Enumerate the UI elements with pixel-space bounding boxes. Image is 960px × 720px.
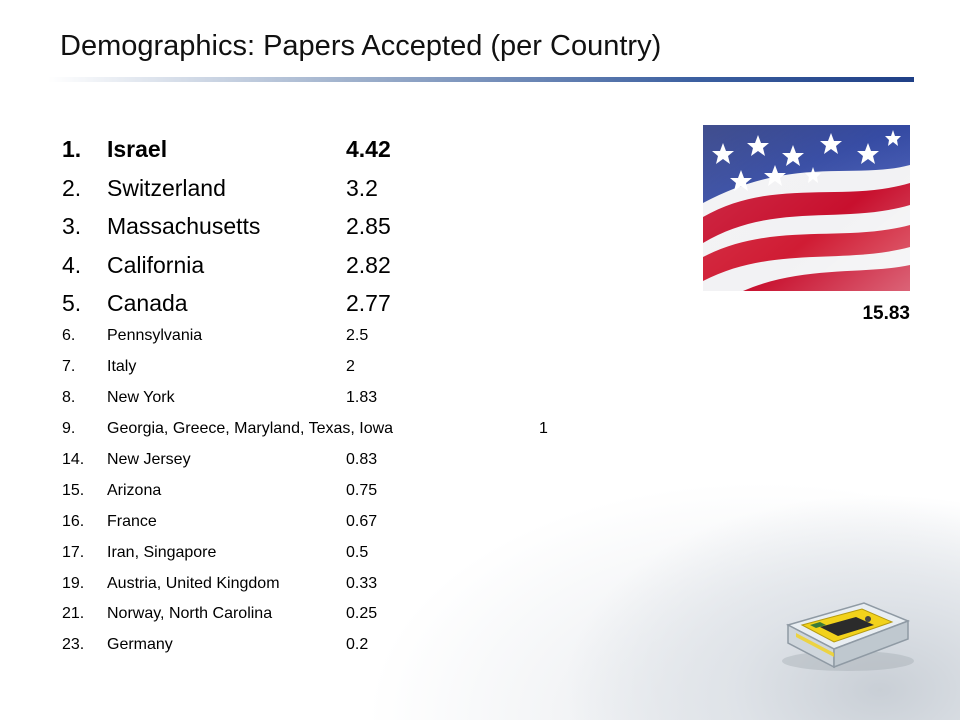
list-item-name: Iran, Singapore bbox=[107, 544, 217, 561]
list-item-number: 3. bbox=[62, 213, 82, 239]
list-item-name: France bbox=[107, 513, 157, 530]
list-item-number: 15. bbox=[62, 482, 85, 499]
list-item-value: 0.5 bbox=[346, 544, 369, 561]
list-item-name: Massachusetts bbox=[107, 213, 261, 239]
slide-title: Demographics: Papers Accepted (per Count… bbox=[60, 30, 662, 62]
list-item-value: 2.85 bbox=[346, 213, 391, 239]
list-item-number: 4. bbox=[62, 252, 82, 278]
list-item-number: 14. bbox=[62, 451, 85, 468]
list-item-number: 23. bbox=[62, 636, 85, 653]
list-item-value: 0.75 bbox=[346, 482, 378, 499]
list-item-number: 2. bbox=[62, 175, 82, 201]
list-item-value: 1.83 bbox=[346, 389, 378, 406]
list-item-name: Austria, United Kingdom bbox=[107, 575, 280, 592]
list-item-name: Canada bbox=[107, 290, 188, 316]
list-item-value: 4.42 bbox=[346, 136, 391, 162]
list-item-value: 0.2 bbox=[346, 636, 369, 653]
list-item-value: 0.67 bbox=[346, 513, 378, 530]
title-divider bbox=[48, 77, 914, 82]
list-item-value: 3.2 bbox=[346, 175, 378, 201]
list-item-value: 0.83 bbox=[346, 451, 378, 468]
list-item-name: Pennsylvania bbox=[107, 327, 203, 344]
us-flag-icon bbox=[703, 125, 910, 291]
list-item-name: Arizona bbox=[107, 482, 162, 499]
list-item-value: 0.33 bbox=[346, 575, 378, 592]
list-item-value: 0.25 bbox=[346, 605, 378, 622]
list-item-value: 2 bbox=[346, 358, 355, 375]
list-item-number: 9. bbox=[62, 420, 76, 437]
list-item-name: New Jersey bbox=[107, 451, 191, 468]
list-item-name: Israel bbox=[107, 136, 168, 162]
list-item-name: Germany bbox=[107, 636, 173, 653]
sensor-device-icon bbox=[776, 595, 916, 675]
list-item-number: 16. bbox=[62, 513, 85, 530]
list-item-value: 2.5 bbox=[346, 327, 369, 344]
list-item-number: 1. bbox=[62, 136, 82, 162]
list-item-name: Switzerland bbox=[107, 175, 226, 201]
flag-total-value: 15.83 bbox=[862, 303, 910, 324]
list-item-number: 21. bbox=[62, 605, 85, 622]
list-item-number: 7. bbox=[62, 358, 76, 375]
list-item-name: Italy bbox=[107, 358, 137, 375]
list-item-number: 17. bbox=[62, 544, 85, 561]
list-item-number: 6. bbox=[62, 327, 76, 344]
list-item-number: 5. bbox=[62, 290, 82, 316]
list-item-name: California bbox=[107, 252, 205, 278]
list-item-number: 8. bbox=[62, 389, 76, 406]
list-item-value: 2.82 bbox=[346, 252, 391, 278]
list-item-value: 2.77 bbox=[346, 290, 391, 316]
list-item-value: 1 bbox=[539, 420, 548, 437]
list-item-name: Georgia, Greece, Maryland, Texas, Iowa bbox=[107, 420, 394, 437]
list-item-name: Norway, North Carolina bbox=[107, 605, 273, 622]
list-item-name: New York bbox=[107, 389, 175, 406]
list-item-number: 19. bbox=[62, 575, 85, 592]
